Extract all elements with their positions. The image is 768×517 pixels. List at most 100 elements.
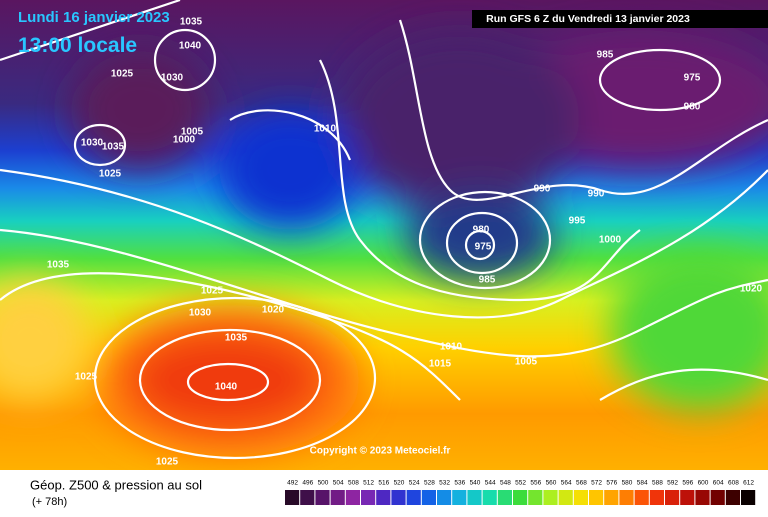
isobar-label: 1025 [156,457,179,468]
isobar-label: 1025 [75,372,98,383]
isobar-label: 995 [569,216,586,227]
colorbar-swatch [589,490,604,505]
isobar-label: 980 [684,102,701,113]
forecast-time: 13:00 locale [18,34,137,57]
isobar-label: 1015 [429,359,452,370]
isobar-label: 1030 [189,308,212,319]
isobar-label: 1000 [173,135,196,146]
colorbar-swatch [741,490,756,505]
colorbar-label: 504 [333,480,344,487]
colorbar-swatch [528,490,543,505]
isobar-label: 985 [479,275,496,286]
colorbar-label: 524 [409,480,420,487]
isobar-label: 1000 [599,235,622,246]
colorbar-swatch [558,490,573,505]
colorbar-swatch [391,490,406,505]
colorbar-swatch [513,490,528,505]
colorbar-swatch [725,490,740,505]
isobar-label: 1040 [179,41,202,52]
colorbar-swatch [406,490,421,505]
colorbar-label: 528 [424,480,435,487]
colorbar-label: 564 [561,480,572,487]
colorbar-swatch [573,490,588,505]
isobar-label: 1030 [81,138,104,149]
colorbar-label: 516 [378,480,389,487]
colorbar-swatch [315,490,330,505]
colorbar-label: 496 [302,480,313,487]
colorbar-label: 600 [698,480,709,487]
colorbar-swatch [710,490,725,505]
colorbar-swatch [285,490,300,505]
colorbar-label: 592 [667,480,678,487]
colorbar-label: 548 [500,480,511,487]
isobar-label: 1040 [215,382,238,393]
run-info: Run GFS 6 Z du Vendredi 13 janvier 2023 [486,13,690,25]
colorbar-swatch [345,490,360,505]
isobar-label: 1035 [102,142,125,153]
isobar-label: 975 [475,242,492,253]
isobar-label: 980 [473,225,490,236]
isobar-label: 1020 [740,284,763,295]
colorbar-swatch [604,490,619,505]
colorbar-label: 572 [591,480,602,487]
colorbar-swatch [497,490,512,505]
lead-time: (+ 78h) [32,496,67,508]
isobar-label: 990 [534,184,551,195]
isobar-label: 1020 [262,305,285,316]
colorbar-swatch [330,490,345,505]
isobar-label: 1010 [314,124,337,135]
colorbar-swatch [680,490,695,505]
isobar-label: 1025 [99,169,122,180]
colorbar-label: 608 [728,480,739,487]
colorbar-label: 512 [363,480,374,487]
colorbar-label: 604 [713,480,724,487]
colorbar-swatch [300,490,315,505]
colorbar-swatch [619,490,634,505]
colorbar-swatch [437,490,452,505]
colorbar-swatch [634,490,649,505]
colorbar-label: 568 [576,480,587,487]
isobar-label: 1035 [47,260,70,271]
forecast-date: Lundi 16 janvier 2023 [18,9,170,26]
colorbar-swatch [695,490,710,505]
colorbar-label: 520 [394,480,405,487]
colorbar-swatch [361,490,376,505]
colorbar-label: 536 [454,480,465,487]
legend-title: Géop. Z500 & pression au sol [30,477,202,492]
isobar-label: 1035 [180,17,203,28]
run-banner [472,10,768,28]
isobars [0,0,768,458]
colorbar-swatch [665,490,680,505]
colorbar-label: 580 [622,480,633,487]
colorbar-label: 576 [606,480,617,487]
isobar-label: 1030 [161,73,184,84]
colorbar-label: 500 [318,480,329,487]
colorbar-swatch [452,490,467,505]
colorbar-label: 612 [743,480,754,487]
isobar-label: 1005 [181,127,204,138]
colorbar-swatch [376,490,391,505]
colorbar-label: 560 [546,480,557,487]
colorbar-label: 556 [530,480,541,487]
colorbar-label: 596 [682,480,693,487]
isobar-label: 1025 [201,286,224,297]
colorbar-swatch [649,490,664,505]
isobar-label: 1025 [111,69,134,80]
field-shading [0,30,768,455]
isobar-label: 1010 [440,342,463,353]
colorbar-label: 492 [287,480,298,487]
colorbar-swatch [467,490,482,505]
colorbar-label: 584 [637,480,648,487]
isobar-label: 985 [597,50,614,61]
isobar-label: 1035 [225,333,248,344]
isobar-label: 1005 [515,357,538,368]
colorbar-label: 552 [515,480,526,487]
colorbar-label: 508 [348,480,359,487]
colorbar-label: 540 [470,480,481,487]
colorbar-label: 544 [485,480,496,487]
copyright: Copyright © 2023 Meteociel.fr [310,446,451,457]
isobar-label: 990 [588,189,605,200]
isobar-label: 975 [684,73,701,84]
colorbar-swatch [421,490,436,505]
